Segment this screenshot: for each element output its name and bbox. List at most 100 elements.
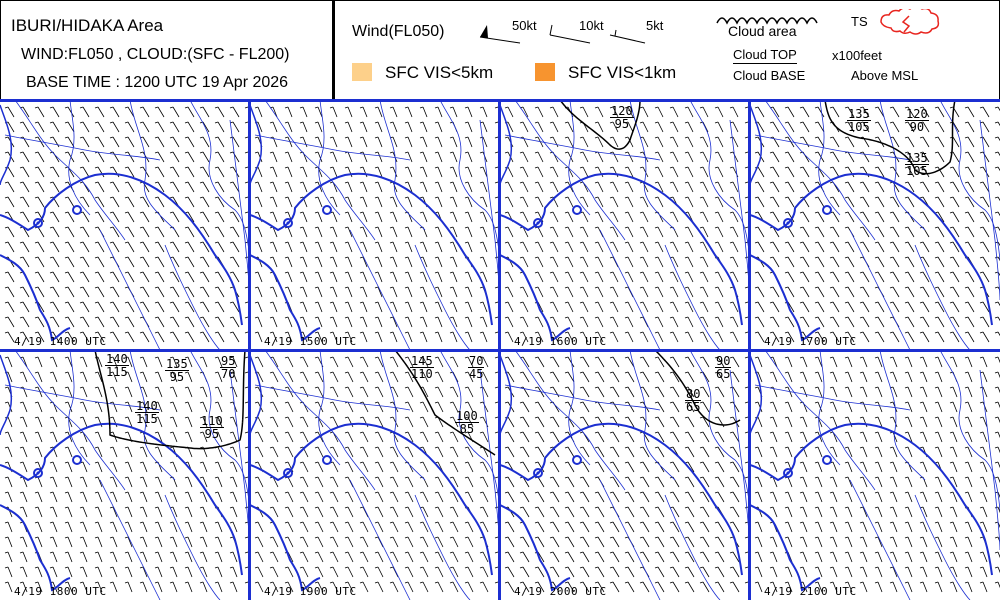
wind-barb <box>934 106 945 118</box>
wind-barb <box>964 106 975 118</box>
wind-barb <box>94 491 103 503</box>
wind-barb <box>949 416 958 428</box>
wind-barb <box>799 476 808 488</box>
wind-barb <box>624 401 635 413</box>
wind-barb <box>184 416 193 428</box>
wind-barb <box>964 401 973 413</box>
wind-barb <box>699 506 710 518</box>
wind-barb <box>654 181 664 193</box>
wind-barb <box>609 226 619 238</box>
wind-barb <box>684 166 694 178</box>
wind-barb <box>949 181 960 193</box>
wind-barb <box>874 316 885 328</box>
wind-barb <box>169 166 180 178</box>
wind-barb <box>669 551 680 563</box>
wind-barb <box>714 331 724 343</box>
wind-barb <box>154 211 165 223</box>
wind-barb <box>654 521 665 533</box>
wind-barb <box>934 446 943 458</box>
wind-barb <box>844 371 853 383</box>
wind-barb <box>404 151 413 163</box>
wind-barb <box>374 386 384 398</box>
lake-icon-inner <box>286 221 290 225</box>
wind-barb <box>654 271 664 283</box>
wind-barb <box>934 386 943 398</box>
wind-50-label: 50kt <box>512 18 537 33</box>
wind-barb <box>254 301 263 313</box>
wind-barb <box>169 356 178 368</box>
wind-barb <box>669 211 679 223</box>
wind-barb <box>139 551 148 563</box>
wind-barb <box>64 136 75 148</box>
wind-barb <box>284 566 294 578</box>
wind-barb <box>199 506 208 518</box>
wind-barb <box>344 286 353 298</box>
wind-barb <box>904 581 913 593</box>
wind-barb <box>624 386 635 398</box>
wind-barb <box>654 196 664 208</box>
map-canvas <box>0 350 250 600</box>
wind-barb <box>404 386 414 398</box>
wind-barb <box>389 241 398 253</box>
wind-barb <box>34 286 45 298</box>
wind-barb <box>979 506 988 518</box>
lake-icon-inner <box>536 221 540 225</box>
wind-barb <box>609 521 620 533</box>
wind-barb <box>154 521 163 533</box>
wind-barb <box>329 226 338 238</box>
wind-barb <box>199 316 210 328</box>
wind-barb <box>684 566 695 578</box>
coastline-west <box>250 504 321 592</box>
wind-barb <box>844 136 855 148</box>
cloud-base-value: 70 <box>221 367 236 381</box>
panel-time: 4/19 2100 UTC <box>764 585 857 598</box>
wind-barb <box>684 121 694 133</box>
wind-barb <box>49 536 58 548</box>
wind-barb <box>169 136 180 148</box>
wind-barb <box>19 431 28 443</box>
wind-barb <box>359 536 369 548</box>
wind-barb <box>549 181 559 193</box>
wind-barb <box>904 121 915 133</box>
wind-barb <box>859 106 870 118</box>
wind-barb <box>34 476 43 488</box>
wind-barb <box>919 316 930 328</box>
wind-barb <box>934 506 943 518</box>
cloud-area-boundary <box>394 350 496 456</box>
wind-barb <box>904 356 913 368</box>
wind-barb <box>859 536 868 548</box>
wind-barb <box>199 551 208 563</box>
wind-barb <box>844 446 853 458</box>
wind-barb <box>609 491 620 503</box>
wind-barb <box>904 401 913 413</box>
wind-barb <box>449 506 459 518</box>
wind-barb <box>844 506 853 518</box>
wind-barb <box>254 316 263 328</box>
wind-barb <box>94 121 105 133</box>
wind-barb <box>549 241 559 253</box>
wind-barb <box>874 181 885 193</box>
wind-barb <box>769 416 778 428</box>
wind-barb <box>184 256 195 268</box>
lake-icon <box>33 468 43 478</box>
cloud-label: 70 45 <box>468 355 485 380</box>
map-line-0 <box>264 100 376 241</box>
wind-barb <box>344 331 353 343</box>
wind-barb <box>799 136 810 148</box>
wind-barb <box>729 356 740 368</box>
wind-barb <box>79 286 90 298</box>
wind-barb <box>184 136 195 148</box>
wind-barb <box>214 136 225 148</box>
cloud-top-value: 135 <box>905 151 929 165</box>
wind-barb <box>329 581 339 593</box>
forecast-panel: 4/19 1400 UTC <box>0 100 250 350</box>
wind-barb <box>229 461 238 473</box>
wind-barb <box>934 301 945 313</box>
wind-barb <box>139 521 148 533</box>
wind-barb <box>449 256 458 268</box>
wind-barb <box>19 256 30 268</box>
wind-barb <box>934 241 945 253</box>
wind-barb <box>769 401 778 413</box>
wind-barb <box>109 566 118 578</box>
wind-barb <box>859 491 868 503</box>
